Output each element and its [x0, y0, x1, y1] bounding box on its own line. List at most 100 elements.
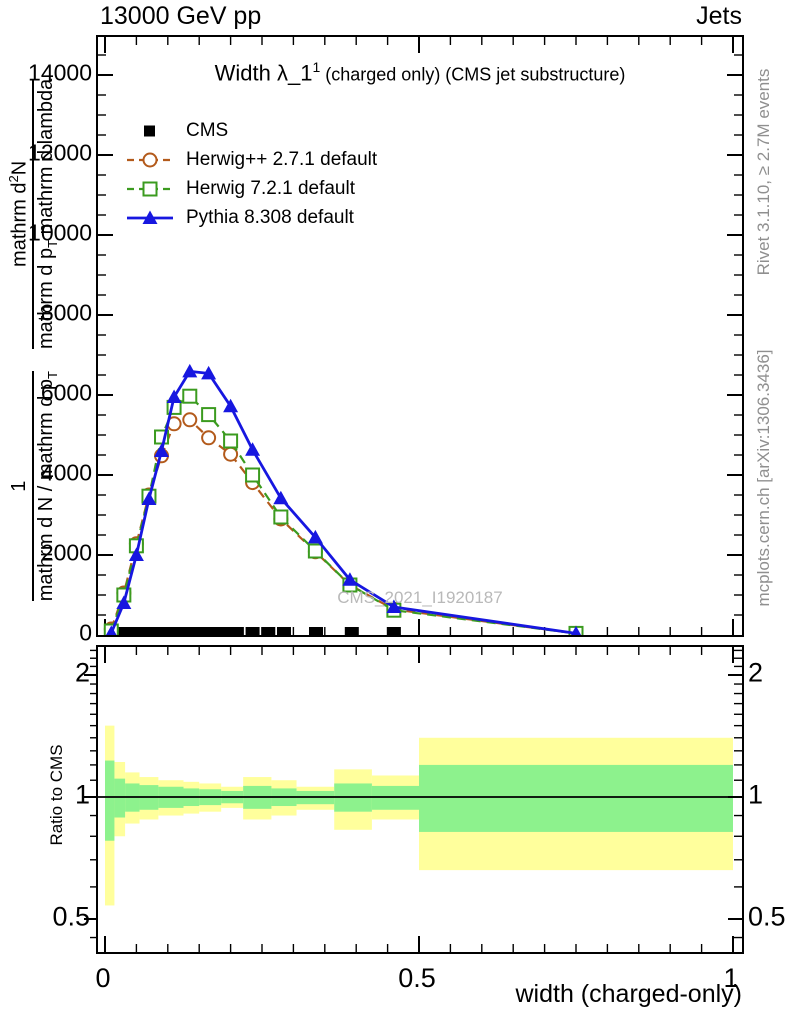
main-y-tick-label: 4000 [40, 459, 92, 486]
ratio-y-tick-label-right: 2 [748, 657, 764, 688]
ratio-y-tick-label-left: 2 [74, 657, 90, 688]
legend-item-0: CMS [126, 116, 377, 145]
series-herwig-7-2-1-default [103, 388, 584, 635]
series-marker [386, 599, 402, 613]
series-marker [201, 407, 217, 423]
main-y-tick-label: 6000 [40, 379, 92, 406]
series-marker [201, 430, 217, 446]
frac1-numerator: 1 [7, 480, 30, 492]
series-marker [342, 572, 358, 586]
legend-glyph [142, 210, 158, 224]
series-marker [245, 442, 261, 456]
cms-data-marker [167, 627, 182, 635]
beam-energy-label: 13000 GeV pp [100, 2, 262, 30]
series-marker [116, 595, 132, 609]
legend-marker-3 [127, 210, 173, 224]
series-marker [141, 491, 157, 505]
series-marker [182, 363, 198, 378]
legend-glyph [144, 125, 155, 136]
legend-label-1: Herwig++ 2.7.1 default [186, 148, 378, 170]
mcplots-arxiv-note: mcplots.cern.ch [arXiv:1306.3436] [754, 349, 773, 607]
ratio-panel [84, 645, 744, 954]
rivet-version-note: Rivet 3.1.10, ≥ 2.7M events [754, 68, 773, 276]
analysis-category-label: Jets [696, 2, 742, 30]
ratio-y-axis-title: Ratio to CMS [47, 744, 66, 846]
legend-label-0: CMS [186, 119, 229, 141]
legend-label-3: Pythia 8.308 default [186, 206, 354, 228]
legend-item-3: Pythia 8.308 default [126, 203, 377, 232]
cms-data-marker [276, 627, 291, 635]
series-marker [307, 529, 323, 544]
cms-data-marker [344, 627, 359, 635]
frac1-bar [31, 371, 34, 602]
y-axis-fraction-1: 1 mathrm d N / mathrm d pT [7, 371, 61, 602]
series-marker [307, 543, 323, 559]
cms-data-marker [386, 627, 401, 635]
cms-data-marker [217, 627, 232, 635]
series-marker [182, 412, 198, 428]
frac2-numerator: mathrm d2N [5, 160, 31, 267]
series-marker [570, 625, 582, 635]
series-marker [273, 509, 289, 525]
uncertainty-band-green [105, 760, 115, 841]
series-marker [223, 433, 239, 449]
main-y-tick-label: 12000 [28, 139, 92, 166]
series-marker [154, 443, 170, 457]
x-axis-title: width (charged-only) [515, 980, 743, 1008]
x-tick-label: 1 [723, 963, 739, 993]
main-plot-panel: Width λ_11 (charged only) (CMS jet subst… [96, 35, 744, 637]
series-marker [273, 490, 289, 505]
series-marker [128, 547, 144, 561]
watermark-text: CMS_2021_I1920187 [337, 588, 503, 607]
series-cms [104, 627, 401, 635]
ratio-y-tick-label-right: 0.5 [748, 901, 786, 932]
series-marker [166, 389, 182, 403]
series-marker [182, 388, 198, 404]
x-tick-label: 0 [95, 963, 111, 993]
cms-data-marker [261, 627, 276, 635]
legend-item-1: Herwig++ 2.7.1 default [126, 145, 377, 174]
ratio-y-tick-label-left: 0.5 [52, 901, 90, 932]
legend-glyph [142, 152, 158, 167]
plot-title: Width λ_11 (charged only) (CMS jet subst… [98, 59, 742, 86]
series-marker [223, 398, 239, 413]
legend-label-2: Herwig 7.2.1 default [186, 177, 355, 199]
cms-data-marker [129, 627, 144, 635]
main-y-tick-label: 8000 [40, 299, 92, 326]
ratio-y-tick-label-left: 1 [74, 779, 90, 810]
cms-data-marker [192, 627, 207, 635]
main-y-tick-label: 2000 [40, 539, 92, 566]
legend-glyph [142, 181, 158, 196]
legend-item-2: Herwig 7.2.1 default [126, 174, 377, 203]
main-y-tick-label: 10000 [28, 219, 92, 246]
main-y-tick-label: 14000 [28, 59, 92, 86]
plot-title-main: Width λ_1 [214, 60, 313, 86]
cms-data-marker [154, 627, 169, 635]
plot-title-sup: 1 [312, 59, 321, 75]
plot-title-suffix: (charged only) (CMS jet substructure) [320, 64, 626, 85]
cms-data-marker [204, 627, 219, 635]
legend-marker-0 [144, 125, 155, 136]
cms-data-marker [116, 627, 131, 635]
main-plot-canvas [98, 37, 742, 635]
cms-data-marker [141, 627, 156, 635]
x-tick-label: 0.5 [398, 963, 436, 993]
ratio-y-tick-label-right: 1 [748, 779, 764, 810]
legend-marker-1 [127, 152, 173, 167]
uncertainty-band-green [419, 764, 733, 832]
ratio-canvas [84, 647, 742, 952]
frac2-bar [32, 78, 35, 350]
uncertainty-band-green [114, 778, 126, 818]
main-y-tick-label: 0 [79, 619, 92, 646]
legend-marker-2 [127, 181, 173, 196]
cms-data-marker [179, 627, 194, 635]
series-marker [245, 467, 261, 483]
frac1-denominator: mathrm d N / mathrm d pT [34, 371, 60, 602]
cms-data-marker [309, 627, 324, 635]
series-pythia-8-308-default [106, 363, 582, 635]
cms-data-marker [245, 627, 260, 635]
series-marker [201, 365, 217, 380]
series-marker [106, 625, 117, 635]
cms-data-marker [229, 627, 244, 635]
